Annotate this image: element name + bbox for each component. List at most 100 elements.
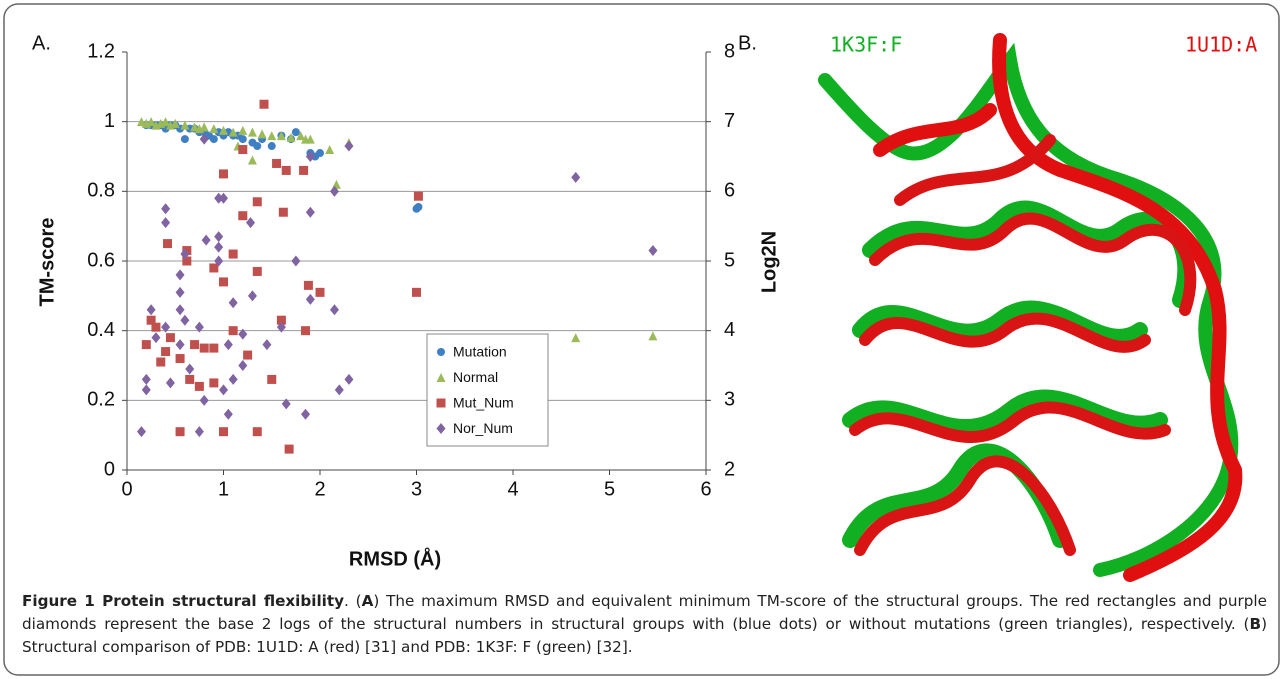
legend-label: Nor_Num <box>453 420 513 436</box>
point <box>246 217 256 229</box>
caption-text: B <box>1249 615 1262 633</box>
point <box>180 314 190 326</box>
point <box>175 269 185 281</box>
caption-text: ) Structural comparison of PDB: 1U1D: A … <box>22 615 1267 656</box>
point <box>146 315 156 325</box>
structure-label: 1U1D:A <box>1185 33 1257 57</box>
point <box>151 332 161 344</box>
point <box>325 145 335 155</box>
point <box>180 135 189 144</box>
caption-text: A <box>361 592 374 610</box>
point <box>182 246 192 256</box>
point <box>214 231 224 243</box>
point <box>175 339 185 351</box>
point <box>291 255 301 267</box>
point <box>284 444 294 454</box>
point <box>437 348 445 356</box>
point <box>281 165 291 175</box>
point <box>209 124 219 134</box>
point <box>151 322 161 332</box>
point <box>301 408 311 420</box>
figure-border <box>3 3 1280 676</box>
point <box>276 321 286 333</box>
point <box>163 239 173 249</box>
legend-label: Mutation <box>453 344 507 360</box>
point <box>165 377 175 389</box>
y-tick-label: 0.4 <box>87 319 115 341</box>
point <box>243 350 253 360</box>
point <box>648 245 658 257</box>
point <box>185 374 195 384</box>
point <box>199 343 209 353</box>
legend-label: Mut_Num <box>453 395 514 411</box>
point <box>180 248 190 260</box>
point <box>238 145 248 155</box>
point <box>223 339 233 351</box>
point <box>228 249 238 259</box>
x-tick-label: 5 <box>604 478 615 500</box>
point <box>219 169 228 179</box>
x-axis-label: RMSD (Å) <box>349 546 441 570</box>
point <box>299 165 309 175</box>
y-tick-label: 1.2 <box>87 40 115 62</box>
point <box>334 384 344 396</box>
point <box>194 426 204 438</box>
point <box>412 287 421 297</box>
point <box>136 426 146 438</box>
y2-tick-label: 3 <box>724 389 735 411</box>
point <box>161 321 171 333</box>
point <box>247 290 257 302</box>
y2-tick-label: 2 <box>724 458 735 480</box>
point <box>219 427 228 437</box>
point <box>165 333 175 343</box>
point <box>571 171 581 183</box>
point <box>571 333 581 343</box>
point <box>436 373 446 382</box>
point <box>238 125 248 135</box>
structure-label: 1K3F:F <box>830 33 902 57</box>
caption-text: Figure 1 Protein structural flexibility <box>22 592 345 610</box>
point <box>228 297 238 309</box>
x-tick-label: 0 <box>121 478 132 500</box>
point <box>329 304 339 316</box>
point <box>286 132 296 142</box>
y-tick-label: 0.6 <box>87 249 115 271</box>
point <box>228 326 238 336</box>
point <box>156 357 166 367</box>
point <box>305 151 315 162</box>
point <box>146 117 156 127</box>
point <box>281 398 291 410</box>
caption-text: ) The maximum RMSD and equivalent minimu… <box>22 592 1267 633</box>
point <box>436 423 446 434</box>
point <box>344 373 354 385</box>
point <box>238 328 248 340</box>
point <box>253 142 262 151</box>
point <box>219 384 228 396</box>
point <box>199 394 209 406</box>
point <box>214 255 224 267</box>
point <box>209 135 218 144</box>
point <box>209 378 219 388</box>
point <box>247 155 257 165</box>
legend-label: Normal <box>453 369 498 385</box>
point <box>648 331 658 341</box>
point <box>161 347 171 357</box>
point <box>214 192 224 204</box>
point <box>252 197 262 207</box>
point <box>301 326 311 336</box>
point <box>185 363 195 375</box>
point <box>278 207 288 217</box>
point <box>344 140 354 152</box>
point <box>257 129 267 139</box>
panel-label: A. <box>32 32 51 54</box>
point <box>175 304 185 316</box>
caption: Figure 1 Protein structural flexibility.… <box>22 590 1267 659</box>
panel-label: B. <box>738 32 757 54</box>
point <box>238 211 248 221</box>
y2-tick-label: 6 <box>724 180 735 202</box>
legend-box <box>426 333 549 447</box>
point <box>238 135 247 144</box>
x-tick-label: 1 <box>218 478 229 500</box>
point <box>267 131 277 141</box>
